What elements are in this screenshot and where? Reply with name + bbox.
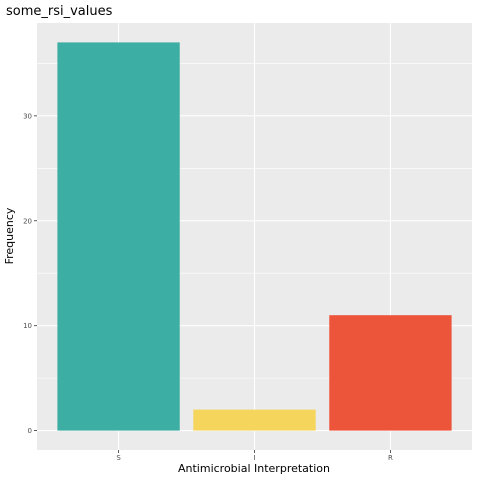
bar-I [193, 409, 316, 431]
y-axis: 0 10 20 30 [23, 112, 37, 435]
y-tick-label: 30 [23, 112, 32, 120]
bars [57, 42, 452, 431]
x-tick-label: S [116, 454, 121, 462]
x-tick-label: R [388, 454, 393, 462]
y-axis-title: Frequency [3, 207, 16, 264]
chart-title: some_rsi_values [6, 4, 113, 19]
y-tick-label: 20 [23, 217, 32, 225]
x-axis-title: Antimicrobial Interpretation [178, 462, 330, 475]
x-tick-label: I [253, 454, 255, 462]
bar-S [57, 42, 180, 431]
bar-R [329, 315, 452, 431]
y-tick-label: 10 [23, 322, 32, 330]
y-tick-label: 0 [28, 427, 32, 435]
